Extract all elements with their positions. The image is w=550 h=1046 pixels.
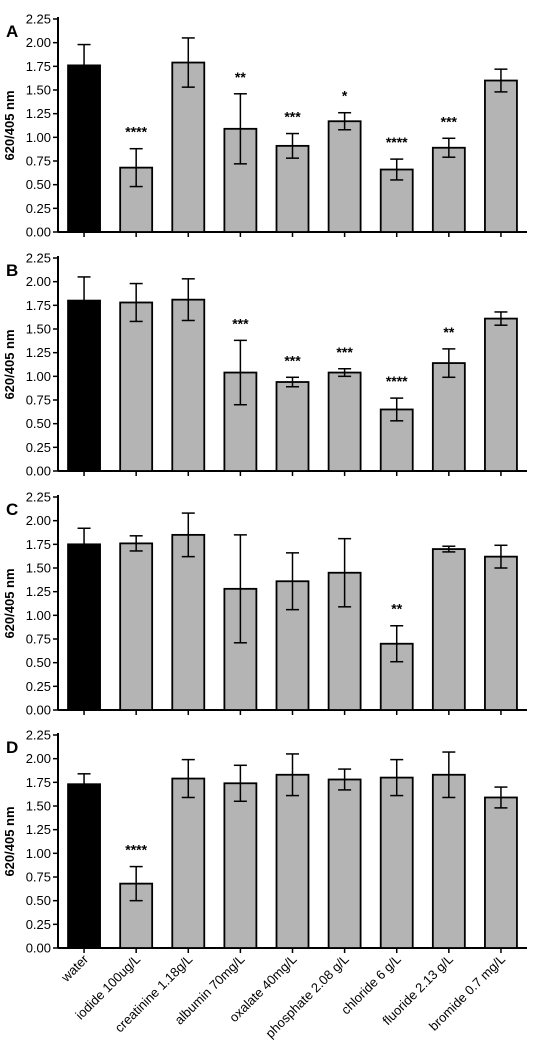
y-tick-label: 0.50	[26, 893, 51, 908]
y-tick-label: 2.00	[26, 513, 51, 528]
y-tick-label: 1.00	[26, 608, 51, 623]
significance-label: ***	[441, 113, 458, 129]
y-tick-label: 1.50	[26, 322, 51, 337]
y-axis-label: 620/405 nm	[2, 806, 17, 876]
y-tick-label: 1.75	[26, 775, 51, 790]
y-tick-label: 0.25	[26, 201, 51, 216]
bar-control	[67, 543, 101, 711]
significance-label: **	[235, 69, 246, 85]
significance-label: ***	[232, 315, 249, 331]
y-tick-label: 0.50	[26, 177, 51, 192]
bar-treatment	[379, 168, 414, 233]
bar-treatment	[171, 61, 206, 233]
y-tick-label: 1.00	[26, 130, 51, 145]
bar-treatment	[431, 548, 466, 711]
bar-treatment	[431, 773, 466, 949]
y-tick-label: 0.75	[26, 154, 51, 169]
y-tick-label: 1.75	[26, 298, 51, 313]
y-tick-label: 1.50	[26, 561, 51, 576]
y-tick-label: 1.25	[26, 106, 51, 121]
y-tick-label: 0.00	[26, 941, 51, 956]
x-tick-label: water	[57, 951, 91, 985]
bar-treatment	[484, 555, 518, 711]
y-tick-label: 2.25	[26, 251, 51, 266]
significance-label: **	[443, 324, 454, 340]
y-tick-label: 1.00	[26, 846, 51, 861]
significance-label: ***	[284, 352, 301, 368]
y-tick-label: 2.00	[26, 751, 51, 766]
panel-label: D	[6, 738, 18, 757]
y-tick-label: 1.75	[26, 537, 51, 552]
significance-label: ****	[386, 373, 408, 389]
y-tick-label: 2.25	[26, 12, 51, 27]
y-tick-label: 0.00	[26, 703, 51, 718]
significance-label: ****	[386, 134, 408, 150]
panel-label: B	[6, 261, 18, 280]
bar-treatment	[484, 796, 518, 949]
y-tick-label: 1.50	[26, 83, 51, 98]
panel-label: A	[6, 22, 18, 41]
bar-control	[67, 64, 101, 233]
y-tick-label: 0.50	[26, 655, 51, 670]
panel-c: C 620/405 nm 0.00 0.25 0.50 0.75 1.00 1.25 1.50 1…	[2, 490, 527, 718]
bar-treatment	[275, 381, 310, 472]
bar-control	[67, 783, 101, 949]
significance-label: *	[342, 88, 348, 104]
y-tick-label: 2.00	[26, 274, 51, 289]
bar-treatment	[327, 120, 362, 233]
y-tick-label: 0.25	[26, 440, 51, 455]
significance-label: ***	[336, 344, 353, 360]
y-axis-label: 620/405 nm	[2, 568, 17, 638]
bar-treatment	[275, 773, 310, 949]
y-axis-label: 620/405 nm	[2, 90, 17, 160]
y-tick-label: 1.50	[26, 799, 51, 814]
bar-treatment	[171, 777, 206, 949]
bar-treatment	[223, 782, 258, 949]
significance-label: **	[391, 601, 402, 617]
y-tick-label: 0.25	[26, 917, 51, 932]
panel-d: D 620/405 nm 0.00 0.25 0.50 0.75 1.00 1.25 1.50 1…	[2, 728, 527, 956]
y-tick-label: 1.25	[26, 345, 51, 360]
y-tick-label: 0.75	[26, 632, 51, 647]
significance-label: ***	[284, 109, 301, 125]
bar-treatment	[484, 79, 518, 233]
bar-treatment	[484, 317, 518, 472]
bar-treatment	[379, 776, 414, 949]
y-tick-label: 1.00	[26, 369, 51, 384]
y-tick-label: 1.25	[26, 584, 51, 599]
significance-label: ****	[125, 842, 147, 858]
y-tick-label: 2.25	[26, 728, 51, 743]
panel-a: A 620/405 nm 0.00 0.25 0.50 0.75 1.00 1.25 1.50 1…	[2, 12, 527, 240]
y-tick-label: 0.00	[26, 225, 51, 240]
y-tick-label: 0.75	[26, 870, 51, 885]
bar-treatment	[431, 146, 466, 233]
y-tick-label: 2.00	[26, 35, 51, 50]
bar-treatment	[171, 298, 206, 472]
y-tick-label: 0.25	[26, 679, 51, 694]
panel-b: B 620/405 nm 0.00 0.25 0.50 0.75 1.00 1.25 1.50 1…	[2, 251, 527, 479]
y-tick-label: 1.25	[26, 822, 51, 837]
panel-label: C	[6, 500, 18, 519]
bar-treatment	[119, 301, 154, 472]
y-axis-label: 620/405 nm	[2, 329, 17, 399]
y-tick-label: 0.75	[26, 393, 51, 408]
bar-treatment	[431, 362, 466, 472]
significance-label: ****	[125, 124, 147, 140]
bar-treatment	[119, 542, 154, 711]
y-tick-label: 1.75	[26, 59, 51, 74]
bar-treatment	[327, 371, 362, 472]
y-tick-label: 2.25	[26, 490, 51, 505]
bar-control	[67, 299, 101, 472]
y-tick-label: 0.00	[26, 464, 51, 479]
bar-treatment	[171, 533, 206, 711]
bar-treatment	[327, 778, 362, 949]
y-tick-label: 0.50	[26, 416, 51, 431]
